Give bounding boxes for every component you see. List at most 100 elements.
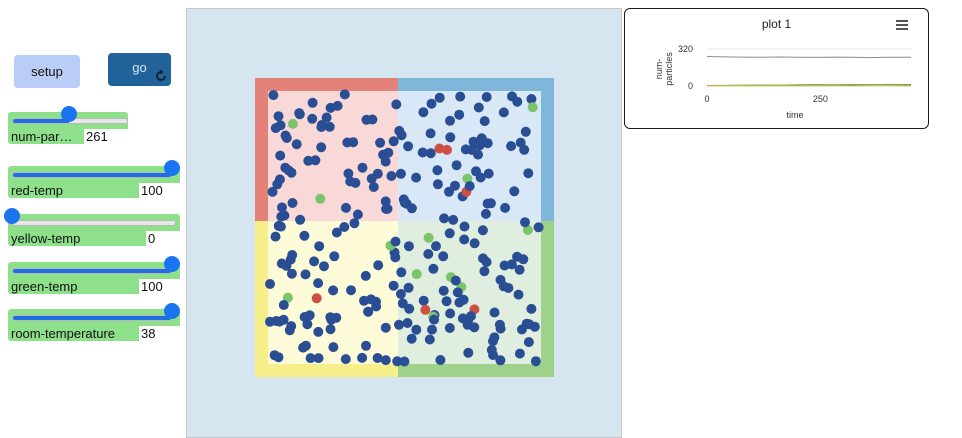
particle xyxy=(331,312,342,323)
particle xyxy=(495,355,506,366)
particle xyxy=(300,340,311,351)
series-line xyxy=(706,83,912,87)
particle xyxy=(515,137,526,148)
particle xyxy=(477,225,488,236)
plot-widget: plot 1 320 0 0 250 time num-particles xyxy=(624,8,929,129)
particle xyxy=(478,253,488,264)
particle xyxy=(431,241,441,252)
particle xyxy=(463,347,474,358)
slider-label: red-temp xyxy=(11,183,64,198)
particle xyxy=(388,136,399,147)
particle xyxy=(523,337,534,348)
particle xyxy=(489,307,500,318)
slider-track[interactable] xyxy=(12,315,172,321)
particle xyxy=(481,92,492,102)
particle xyxy=(360,270,371,281)
particle xyxy=(506,141,517,152)
particle xyxy=(328,342,339,353)
particle xyxy=(392,356,403,367)
num-particles-slider[interactable]: num-par… 261 xyxy=(8,106,132,145)
particle xyxy=(432,179,443,190)
particle xyxy=(458,294,469,305)
particle xyxy=(469,238,480,249)
particle xyxy=(463,315,473,326)
slider-thumb[interactable] xyxy=(164,256,180,272)
particle xyxy=(441,296,452,307)
particle xyxy=(388,280,399,291)
particle xyxy=(423,232,434,243)
particle xyxy=(268,90,279,101)
setup-button[interactable]: setup xyxy=(14,55,80,88)
particle xyxy=(329,251,340,262)
slider-thumb[interactable] xyxy=(164,303,180,319)
particle xyxy=(273,220,284,231)
simulation-world xyxy=(255,78,554,377)
slider-value: 100 xyxy=(139,183,180,199)
particle xyxy=(460,144,471,155)
particle xyxy=(445,115,455,126)
particle xyxy=(345,176,356,187)
series-line xyxy=(706,56,912,59)
particle xyxy=(321,112,332,123)
go-button[interactable]: go xyxy=(108,53,171,86)
slider-thumb[interactable] xyxy=(164,160,180,176)
particle xyxy=(394,125,405,136)
slider-label: yellow-temp xyxy=(11,231,81,246)
particle xyxy=(340,354,351,365)
particle xyxy=(380,156,391,167)
slider-track[interactable] xyxy=(12,268,172,274)
particle xyxy=(313,278,324,289)
slider-thumb[interactable] xyxy=(4,208,20,224)
red-temp-slider[interactable]: red-temp 100 xyxy=(8,160,180,199)
particle xyxy=(287,118,298,129)
particle xyxy=(495,323,506,334)
world-view[interactable] xyxy=(186,8,622,438)
particle xyxy=(269,350,280,361)
yellow-temp-slider[interactable]: yellow-temp 0 xyxy=(4,208,184,247)
particle xyxy=(368,182,379,192)
particle xyxy=(399,356,410,367)
slider-value: 0 xyxy=(146,231,184,247)
slider-track[interactable] xyxy=(12,172,172,178)
hamburger-menu-icon[interactable] xyxy=(896,20,908,32)
particle xyxy=(423,249,434,259)
particle xyxy=(395,168,406,179)
particle xyxy=(291,139,302,150)
particle xyxy=(473,149,483,160)
particle xyxy=(464,181,475,192)
particle xyxy=(432,165,443,176)
particle xyxy=(428,263,439,274)
particle xyxy=(325,102,336,113)
particle xyxy=(311,293,322,304)
particle xyxy=(282,292,293,303)
particle xyxy=(286,268,297,279)
particle xyxy=(514,264,525,275)
slider-thumb[interactable] xyxy=(60,106,77,122)
particle xyxy=(391,99,402,110)
particle xyxy=(526,303,537,314)
particle xyxy=(473,102,484,113)
particle xyxy=(526,94,537,104)
particle xyxy=(300,269,311,280)
particle xyxy=(386,171,397,181)
particle xyxy=(523,168,534,179)
particle xyxy=(394,319,404,330)
particle xyxy=(500,202,511,213)
particle xyxy=(450,180,460,191)
particle xyxy=(319,261,329,272)
green-temp-slider[interactable]: green-temp 100 xyxy=(8,256,180,295)
particle xyxy=(479,116,490,127)
particle xyxy=(513,289,524,300)
particle xyxy=(499,260,510,271)
particle xyxy=(518,254,529,265)
particle xyxy=(372,168,383,179)
particle xyxy=(357,162,368,173)
particle xyxy=(315,193,326,204)
particle xyxy=(307,113,318,124)
particle xyxy=(380,355,391,366)
particle xyxy=(434,143,445,154)
room-temperature-slider[interactable]: room-temperature 38 xyxy=(8,303,180,342)
plot-title: plot 1 xyxy=(761,17,792,31)
slider-track[interactable] xyxy=(12,220,176,226)
particle xyxy=(402,318,413,328)
